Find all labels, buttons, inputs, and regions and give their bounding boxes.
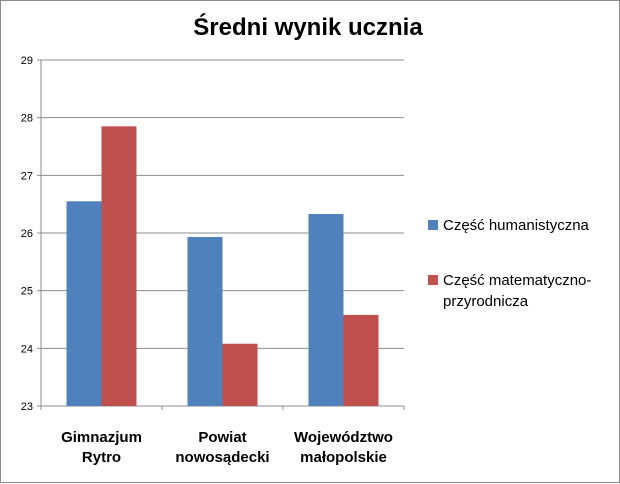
category-label: Powiat nowosądecki (175, 429, 269, 466)
category-label: Gimnazjum Rytro (61, 429, 142, 466)
y-tick-label: 23 (21, 401, 33, 413)
y-tick-label: 27 (21, 170, 33, 182)
bar (343, 314, 379, 406)
bar (187, 237, 223, 406)
legend-swatch (428, 275, 438, 285)
chart-title: Średni wynik ucznia (193, 13, 423, 41)
bar (222, 343, 258, 406)
y-tick-label: 25 (21, 286, 33, 298)
bar (66, 201, 102, 406)
legend-swatch (428, 220, 438, 230)
y-tick-label: 24 (21, 343, 33, 355)
legend: Część humanistyczna Część matematyczno-pr… (428, 217, 591, 310)
y-tick-label: 26 (21, 228, 33, 240)
bars (66, 126, 379, 407)
category-labels: Gimnazjum Rytro Powiat nowosądecki Województ… (61, 429, 393, 466)
y-tick-label: 28 (21, 113, 33, 125)
bar (101, 126, 137, 407)
bar (308, 213, 344, 406)
legend-label: Część humanistyczna (443, 217, 590, 234)
y-tick-label: 29 (21, 55, 33, 67)
category-label: Województwo małopolskie (294, 429, 393, 466)
legend-label: Część matematyczno-przyrodnicza (443, 272, 591, 310)
